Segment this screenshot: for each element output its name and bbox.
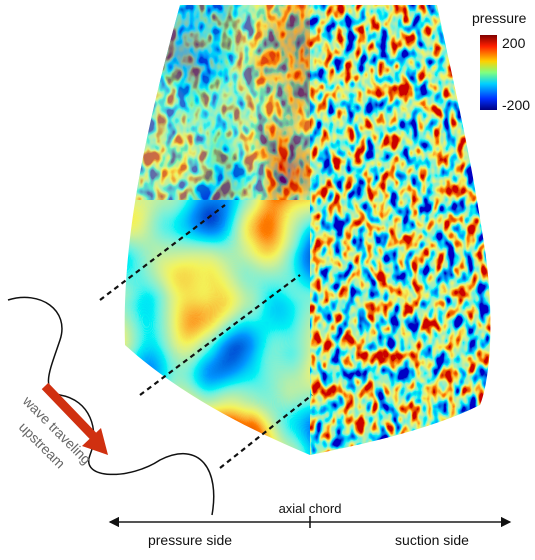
axis-label: axial chord [279, 501, 342, 516]
colorbar-min: -200 [502, 97, 530, 113]
side-label: pressure side [148, 532, 232, 548]
wave-arrow [41, 382, 108, 455]
wavefronts [99, 204, 313, 469]
side-label: suction side [395, 532, 469, 548]
wave [7, 296, 215, 516]
colorbar-max: 200 [502, 35, 526, 51]
colorbar [480, 35, 497, 110]
colorbar-title: pressure [472, 10, 527, 26]
pressure-field [124, 5, 491, 455]
